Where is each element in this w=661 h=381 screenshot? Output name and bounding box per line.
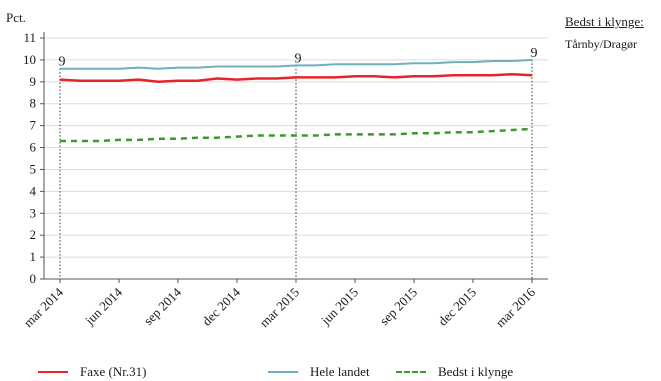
y-tick-label: 1 bbox=[30, 249, 37, 264]
y-tick-label: 8 bbox=[30, 96, 37, 111]
x-tick-label: sep 2014 bbox=[141, 284, 185, 328]
legend-label-bedst-i-klynge: Bedst i klynge bbox=[438, 364, 514, 379]
series-line-faxe-nr-31 bbox=[59, 72, 533, 84]
y-tick-label: 0 bbox=[30, 271, 37, 286]
legend-swatch-bedst-i-klynge bbox=[396, 371, 426, 373]
legend-item-hele-landet: Hele landet bbox=[268, 364, 370, 380]
legend: Faxe (Nr.31) Hele landet Bedst i klynge bbox=[0, 364, 661, 380]
x-tick-labels: mar 2014 jun 2014 sep 2014 dec 2014 mar 2015… bbox=[21, 284, 539, 330]
annotation-label: 9 bbox=[531, 46, 538, 61]
y-tick-label: 7 bbox=[30, 118, 37, 133]
cluster-best-value: Tårnby/Dragør bbox=[565, 37, 637, 51]
series-line-hele-landet bbox=[60, 58, 533, 70]
series-lines bbox=[59, 58, 533, 143]
legend-item-faxe: Faxe (Nr.31) bbox=[38, 364, 146, 380]
axes bbox=[40, 32, 548, 283]
y-tick-label: 4 bbox=[30, 183, 37, 198]
x-tick-label: sep 2015 bbox=[377, 285, 421, 329]
x-tick-label: mar 2014 bbox=[21, 284, 67, 330]
gridlines bbox=[44, 37, 548, 258]
annotation-label: 9 bbox=[295, 51, 302, 66]
annotation-label: 9 bbox=[59, 55, 66, 70]
y-axis-label: Pct. bbox=[6, 10, 26, 25]
legend-item-bedst-i-klynge: Bedst i klynge bbox=[396, 364, 513, 380]
series-line-bedst-i-klynge bbox=[60, 127, 533, 143]
annotation-guides bbox=[59, 59, 533, 279]
y-tick-label: 2 bbox=[30, 227, 37, 242]
x-tick-label: dec 2014 bbox=[199, 284, 243, 328]
legend-label-faxe: Faxe (Nr.31) bbox=[80, 364, 147, 379]
y-tick-label: 9 bbox=[30, 74, 37, 89]
x-tick-label: jun 2015 bbox=[317, 285, 361, 329]
cluster-best-title: Bedst i klynge: bbox=[565, 14, 644, 29]
x-tick-label: mar 2015 bbox=[257, 285, 303, 331]
legend-swatch-hele-landet bbox=[268, 371, 298, 373]
x-tick-label: jun 2014 bbox=[81, 284, 125, 328]
x-tick-label: dec 2015 bbox=[435, 285, 479, 329]
y-tick-label: 5 bbox=[30, 161, 37, 176]
y-tick-labels: 0 1 2 3 4 5 6 7 8 9 10 11 bbox=[23, 30, 37, 286]
annotation-labels: 9 9 9 bbox=[59, 46, 538, 70]
x-tick-label: mar 2016 bbox=[493, 284, 539, 330]
y-tick-label: 10 bbox=[23, 52, 36, 67]
y-tick-label: 6 bbox=[30, 140, 37, 155]
legend-swatch-faxe bbox=[38, 371, 68, 373]
legend-label-hele-landet: Hele landet bbox=[310, 364, 370, 379]
y-tick-label: 11 bbox=[23, 30, 36, 45]
y-tick-label: 3 bbox=[30, 205, 37, 220]
